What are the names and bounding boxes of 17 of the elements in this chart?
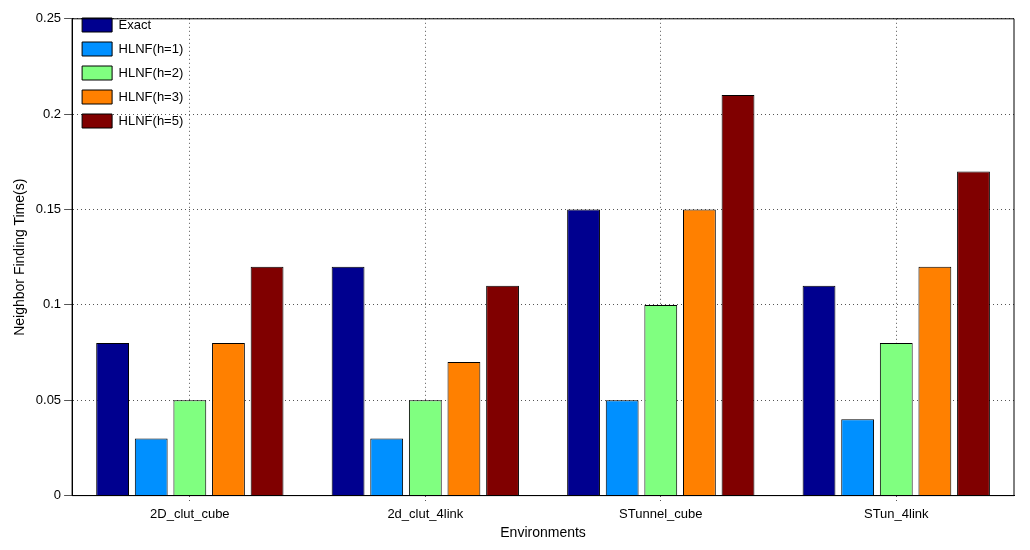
legend-label: HLNF(h=1) xyxy=(118,40,184,56)
y-tick-label: 0.2 xyxy=(43,105,62,121)
x-axis-title: Environments xyxy=(500,524,586,541)
y-tick-label: 0.1 xyxy=(43,296,62,312)
legend-label: HLNF(h=5) xyxy=(118,112,184,128)
y-tick-label: 0.05 xyxy=(35,391,62,407)
legend-label: HLNF(h=3) xyxy=(118,88,184,104)
x-tick-label: 2d_clut_4link xyxy=(387,505,464,521)
legend-label: Exact xyxy=(118,16,152,32)
y-tick-label: 0 xyxy=(53,487,62,503)
x-tick-label: 2D_clut_cube xyxy=(150,505,230,521)
y-tick-label: 0.15 xyxy=(35,201,62,217)
y-axis-title: Neighbor Finding Time(s) xyxy=(11,178,28,336)
x-tick-label: STun_4link xyxy=(863,505,930,521)
y-tick-label: 0.25 xyxy=(35,10,62,26)
legend-label: HLNF(h=2) xyxy=(118,64,184,80)
x-tick-label: STunnel_cube xyxy=(619,505,703,521)
